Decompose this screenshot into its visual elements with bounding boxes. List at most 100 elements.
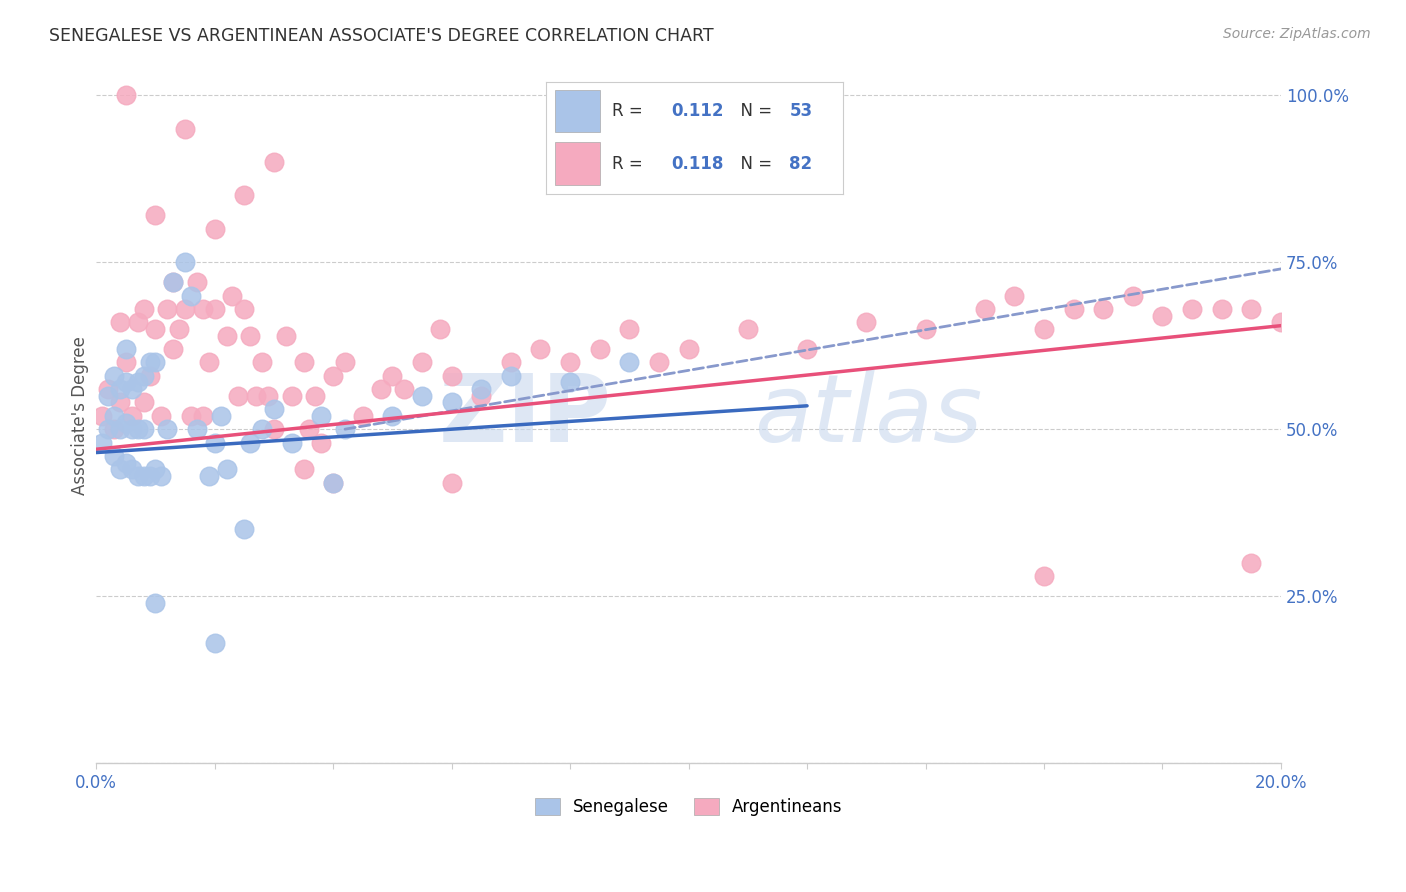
Point — [322, 475, 344, 490]
Point — [114, 416, 136, 430]
Point — [121, 422, 143, 436]
Point — [499, 368, 522, 383]
Point — [292, 462, 315, 476]
Text: atlas: atlas — [754, 370, 981, 461]
Point — [233, 522, 256, 536]
Point — [97, 422, 120, 436]
Point — [394, 382, 416, 396]
Point — [132, 422, 155, 436]
Point — [280, 435, 302, 450]
Point — [145, 355, 167, 369]
Point — [197, 355, 219, 369]
Point — [257, 389, 280, 403]
Point — [121, 382, 143, 396]
Point — [855, 315, 877, 329]
Point — [648, 355, 671, 369]
Point — [221, 288, 243, 302]
Point — [1181, 301, 1204, 316]
Point — [180, 288, 202, 302]
Point — [167, 322, 190, 336]
Point — [121, 409, 143, 423]
Point — [103, 422, 125, 436]
Point — [162, 275, 184, 289]
Point — [796, 342, 818, 356]
Point — [311, 409, 333, 423]
Point — [108, 462, 131, 476]
Point — [114, 342, 136, 356]
Point — [440, 395, 463, 409]
Point — [1002, 288, 1025, 302]
Point — [558, 355, 581, 369]
Point — [322, 368, 344, 383]
Point — [186, 275, 208, 289]
Point — [370, 382, 392, 396]
Point — [1240, 556, 1263, 570]
Point — [1240, 301, 1263, 316]
Point — [127, 315, 149, 329]
Point — [411, 355, 433, 369]
Point — [263, 422, 285, 436]
Point — [97, 382, 120, 396]
Point — [292, 355, 315, 369]
Point — [429, 322, 451, 336]
Point — [381, 409, 404, 423]
Point — [558, 376, 581, 390]
Point — [209, 409, 232, 423]
Point — [156, 301, 179, 316]
Point — [589, 342, 612, 356]
Point — [114, 88, 136, 103]
Point — [1092, 301, 1115, 316]
Point — [1152, 309, 1174, 323]
Point — [333, 422, 356, 436]
Point — [103, 409, 125, 423]
Point — [678, 342, 700, 356]
Point — [121, 462, 143, 476]
Point — [114, 456, 136, 470]
Point — [233, 301, 256, 316]
Point — [91, 409, 114, 423]
Text: ZIP: ZIP — [439, 370, 612, 462]
Point — [132, 395, 155, 409]
Point — [174, 255, 197, 269]
Point — [263, 155, 285, 169]
Point — [274, 328, 297, 343]
Point — [108, 315, 131, 329]
Point — [108, 382, 131, 396]
Point — [145, 462, 167, 476]
Point — [470, 382, 492, 396]
Point — [1122, 288, 1144, 302]
Point — [245, 389, 267, 403]
Point — [499, 355, 522, 369]
Point — [132, 469, 155, 483]
Point — [233, 188, 256, 202]
Point — [1270, 315, 1292, 329]
Point — [1063, 301, 1085, 316]
Point — [127, 422, 149, 436]
Point — [1033, 322, 1056, 336]
Point — [737, 322, 759, 336]
Point — [263, 402, 285, 417]
Point — [132, 368, 155, 383]
Point — [145, 596, 167, 610]
Point — [619, 322, 641, 336]
Point — [1033, 569, 1056, 583]
Point — [191, 409, 214, 423]
Point — [1211, 301, 1233, 316]
Point — [411, 389, 433, 403]
Point — [204, 301, 226, 316]
Point — [138, 368, 160, 383]
Text: SENEGALESE VS ARGENTINEAN ASSOCIATE'S DEGREE CORRELATION CHART: SENEGALESE VS ARGENTINEAN ASSOCIATE'S DE… — [49, 27, 714, 45]
Point — [250, 355, 273, 369]
Point — [322, 475, 344, 490]
Point — [145, 209, 167, 223]
Point — [103, 368, 125, 383]
Point — [191, 301, 214, 316]
Point — [298, 422, 321, 436]
Point — [197, 469, 219, 483]
Point — [162, 342, 184, 356]
Point — [239, 328, 262, 343]
Text: Source: ZipAtlas.com: Source: ZipAtlas.com — [1223, 27, 1371, 41]
Point — [352, 409, 374, 423]
Point — [280, 389, 302, 403]
Point — [381, 368, 404, 383]
